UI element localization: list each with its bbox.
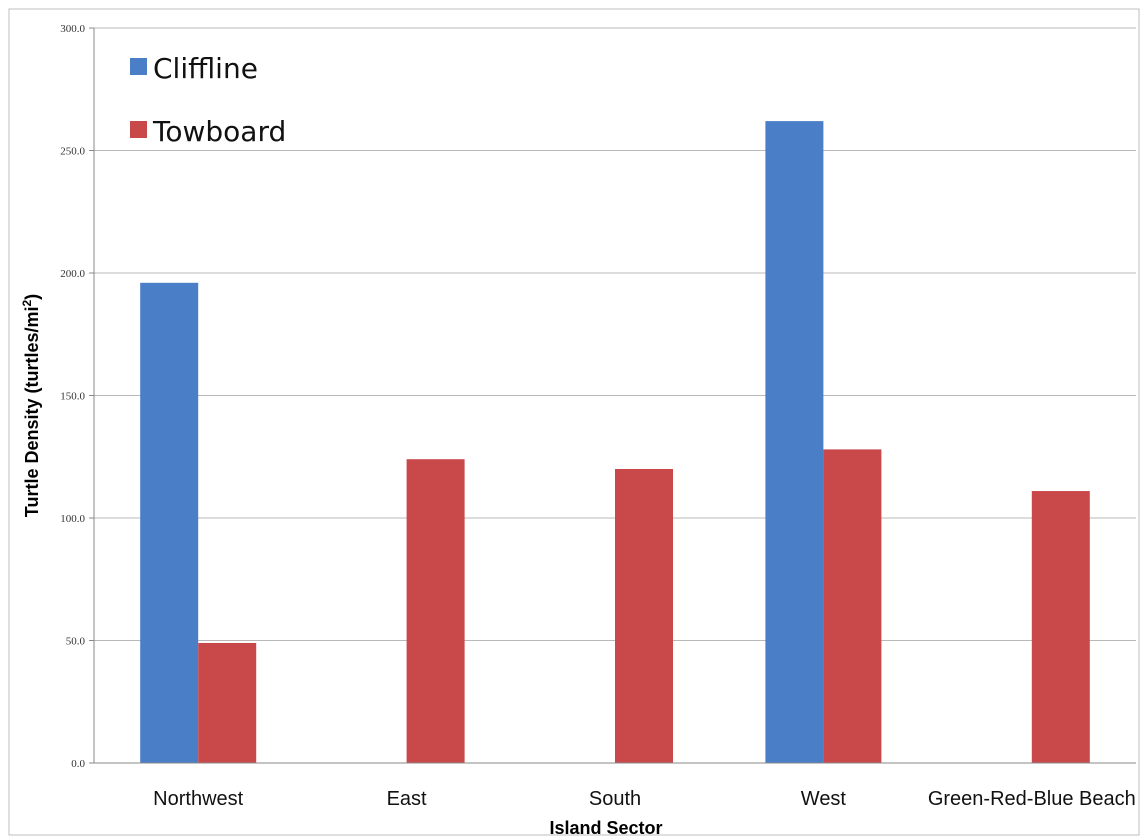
bar-cliffline-northwest	[140, 282, 199, 763]
bar-towboard-green-red-blue-beach	[1031, 491, 1090, 763]
chart-border	[8, 8, 1140, 836]
x-tick-label: Northwest	[153, 788, 243, 810]
legend-label: Cliffline	[153, 52, 258, 85]
x-tick-label: East	[387, 788, 427, 810]
legend-label: Towboard	[152, 115, 286, 148]
bar-towboard-west	[823, 449, 882, 763]
bar-cliffline-west	[765, 121, 824, 764]
y-tick-label: 150.0	[60, 391, 85, 403]
x-tick-label: West	[801, 788, 847, 810]
y-axis-title-main: Turtle Density (turtles/mi	[22, 306, 42, 517]
x-tick-label: Green-Red-Blue Beach	[928, 788, 1136, 810]
x-axis-title: Island Sector	[549, 818, 662, 838]
legend-swatch	[130, 121, 147, 138]
x-tick-label: South	[589, 788, 641, 810]
y-axis-title-superscript: 2	[20, 299, 34, 306]
y-tick-label: 250.0	[60, 146, 85, 158]
y-tick-label: 0.0	[71, 758, 85, 770]
axes: 0.0 50.0 100.0 150.0 200.0 250.0 300.0 Northwes…	[60, 23, 1136, 810]
y-axis-title-end: )	[22, 294, 42, 300]
bar-towboard-south	[615, 469, 673, 763]
gridlines	[8, 8, 1140, 836]
bar-towboard-east	[406, 459, 465, 763]
y-axis-title: Turtle Density (turtles/mi2)	[20, 294, 42, 517]
bars	[140, 121, 1090, 764]
y-tick-label: 50.0	[66, 636, 86, 648]
y-tick-label: 300.0	[60, 23, 85, 35]
y-tick-label: 100.0	[60, 513, 85, 525]
y-tick-label: 200.0	[60, 268, 85, 280]
legend: Cliffline Towboard	[130, 52, 286, 148]
bar-towboard-northwest	[198, 642, 257, 763]
legend-swatch	[130, 58, 147, 75]
